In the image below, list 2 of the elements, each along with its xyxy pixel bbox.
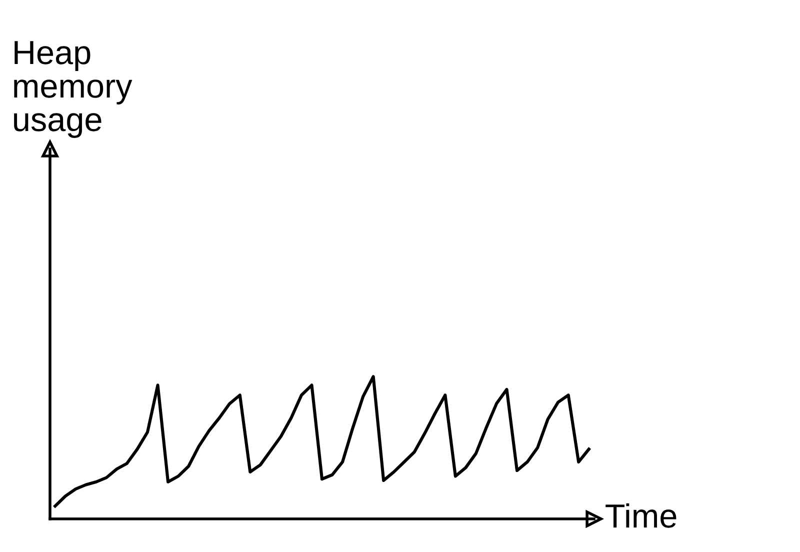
x-axis-title: Time	[606, 503, 676, 528]
text: Heap memory usage	[14, 41, 132, 138]
